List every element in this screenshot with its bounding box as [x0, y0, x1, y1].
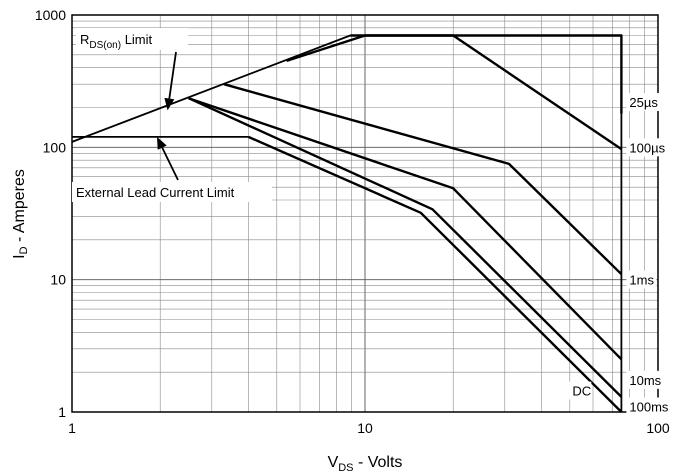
curve-label-100ms: 100ms — [629, 400, 669, 415]
y-tick-label: 1000 — [35, 7, 66, 23]
curve-100ms — [188, 97, 623, 398]
curve-label-background — [626, 138, 673, 157]
plot-grid — [72, 15, 658, 412]
y-axis-title: ID - Amperes — [11, 169, 30, 259]
curve-25us — [350, 34, 623, 114]
curve-label-background — [626, 370, 665, 389]
soa-curves — [188, 34, 623, 413]
lead-current-limit-arrow — [161, 147, 179, 181]
y-tick-label: 1 — [58, 404, 66, 420]
rdson-limit-arrowhead — [164, 97, 175, 111]
curve-100us — [286, 34, 623, 151]
curve-label-background — [626, 397, 673, 416]
curve-label-100us: 100µs — [629, 140, 665, 155]
rdson-limit-label: RDS(on) Limit — [80, 32, 153, 51]
lead-current-limit-label: External Lead Current Limit — [76, 185, 235, 200]
y-tick-label: 100 — [43, 139, 67, 155]
limit-lines — [71, 34, 623, 412]
curve-10ms — [188, 97, 623, 361]
plot-frame — [71, 14, 659, 413]
lead-current-limit-annotation: External Lead Current Limit — [72, 136, 272, 202]
curve-label-1ms: 1ms — [629, 273, 654, 288]
limit-line-r-ds-on-limit — [71, 34, 351, 143]
curve-1ms — [223, 83, 623, 276]
curve-label-background — [626, 93, 665, 112]
curve-label-25us: 25µs — [629, 95, 658, 110]
curve-label-dc: DC — [572, 384, 591, 399]
x-tick-label: 100 — [646, 420, 670, 436]
curve-label-background — [626, 270, 657, 289]
lead-current-limit-arrowhead — [157, 136, 167, 150]
tick-labels: 1 10 100 1 10 100 1000 — [35, 7, 670, 436]
y-tick-label: 10 — [50, 272, 66, 288]
rdson-limit-arrow — [168, 51, 177, 99]
x-tick-label: 10 — [357, 420, 373, 436]
curve-label-background — [569, 381, 592, 400]
rdson-limit-annotation: RDS(on) Limit — [76, 28, 188, 111]
x-axis-title: VDS - Volts — [328, 454, 403, 474]
curve-dc — [247, 135, 623, 413]
curve-labels: 25µs 100µs 1ms 10ms 100ms DC — [569, 93, 673, 416]
x-tick-label: 1 — [68, 420, 76, 436]
curve-label-10ms: 10ms — [629, 373, 661, 388]
